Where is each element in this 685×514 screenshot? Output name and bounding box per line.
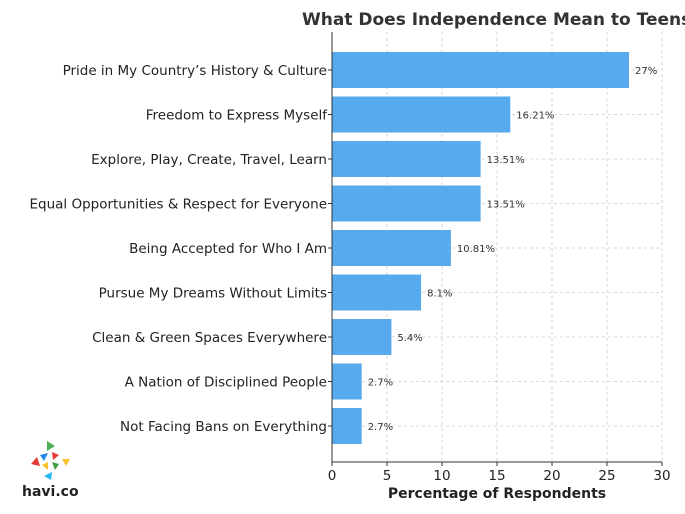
- bar: [332, 96, 511, 133]
- x-tick-label: 30: [653, 468, 670, 484]
- category-label: Explore, Play, Create, Travel, Learn: [91, 152, 327, 168]
- x-tick-label: 20: [543, 468, 560, 484]
- value-label: 13.51%: [487, 200, 525, 211]
- x-tick-label: 5: [383, 468, 392, 484]
- bar: [332, 52, 629, 88]
- category-label: Pride in My Country’s History & Culture: [63, 63, 327, 79]
- bar: [332, 274, 422, 311]
- bar: [332, 185, 481, 222]
- value-label: 13.51%: [487, 155, 525, 166]
- x-tick-label: 10: [433, 468, 450, 484]
- x-tick-label: 15: [488, 468, 505, 484]
- value-label: 8.1%: [427, 289, 452, 300]
- bar: [332, 141, 481, 177]
- value-label: 2.7%: [368, 378, 393, 389]
- x-tick-label: 25: [598, 468, 615, 484]
- bar: [332, 363, 362, 400]
- bar: [332, 408, 362, 444]
- chart-title: What Does Independence Mean to Teens?: [302, 10, 685, 30]
- brand-name: havi.co: [22, 484, 79, 500]
- category-label: Pursue My Dreams Without Limits: [99, 286, 327, 302]
- x-ticks: 0 5 10 15 20 25 30: [328, 69, 671, 484]
- bars: [332, 52, 629, 444]
- x-axis-title: Percentage of Respondents: [388, 486, 606, 502]
- havi-triangles-logo-icon: [31, 441, 70, 480]
- category-label: Being Accepted for Who I Am: [129, 241, 327, 257]
- value-label: 5.4%: [397, 333, 422, 344]
- value-labels: 27% 16.21% 13.51% 13.51% 10.81% 8.1% 5.4% 2.7% 2…: [368, 66, 658, 433]
- category-label: Freedom to Express Myself: [146, 108, 328, 124]
- category-label: Equal Opportunities & Respect for Everyo…: [29, 197, 327, 213]
- value-label: 16.21%: [516, 111, 554, 122]
- value-label: 2.7%: [368, 422, 393, 433]
- category-label: Clean & Green Spaces Everywhere: [92, 330, 327, 346]
- category-label: A Nation of Disciplined People: [125, 375, 327, 391]
- bar: [332, 319, 392, 355]
- x-tick-label: 0: [328, 468, 337, 484]
- value-label: 27%: [635, 66, 657, 77]
- value-label: 10.81%: [457, 244, 495, 255]
- category-label: Not Facing Bans on Everything: [120, 419, 327, 435]
- category-labels: Pride in My Country’s History & Culture F…: [29, 63, 328, 435]
- bar: [332, 230, 451, 266]
